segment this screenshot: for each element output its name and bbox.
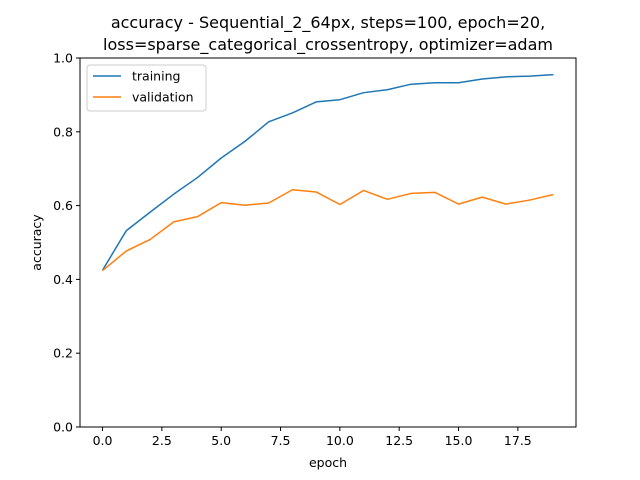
x-tick-label: 10.0 — [326, 433, 354, 448]
x-tick-label: 7.5 — [271, 433, 291, 448]
plot-area — [101, 73, 554, 272]
axes-frame — [79, 57, 577, 428]
legend: training validation — [86, 64, 207, 112]
x-tick-label: 12.5 — [385, 433, 413, 448]
x-tick-label: 15.0 — [445, 433, 473, 448]
series-line-validation — [102, 188, 554, 272]
chart-title-line-2: loss=sparse_categorical_crossentropy, op… — [103, 35, 553, 55]
x-tick-label: 2.5 — [152, 433, 172, 448]
y-tick-label: 0.8 — [53, 124, 73, 139]
x-axis-label: epoch — [309, 455, 347, 470]
y-tick-label: 0.2 — [53, 346, 73, 361]
chart-title-line-1: accuracy - Sequential_2_64px, steps=100,… — [111, 13, 545, 33]
x-tick-label: 5.0 — [211, 433, 231, 448]
y-tick-label: 0.0 — [53, 420, 73, 435]
y-tick-label: 1.0 — [53, 51, 73, 66]
x-axis-ticks: 0.0 2.5 5.0 7.5 10.0 12.5 15.0 17.5 — [93, 427, 532, 448]
y-tick-label: 0.4 — [53, 272, 73, 287]
y-axis-ticks: 0.0 0.2 0.4 0.6 0.8 1.0 — [53, 51, 80, 435]
y-axis-label: accuracy — [29, 214, 44, 271]
x-tick-label: 0.0 — [93, 433, 113, 448]
x-tick-label: 17.5 — [504, 433, 532, 448]
series-line-training — [101, 73, 554, 271]
legend-label-validation: validation — [132, 90, 194, 105]
y-tick-label: 0.6 — [53, 198, 73, 213]
legend-label-training: training — [132, 69, 180, 84]
